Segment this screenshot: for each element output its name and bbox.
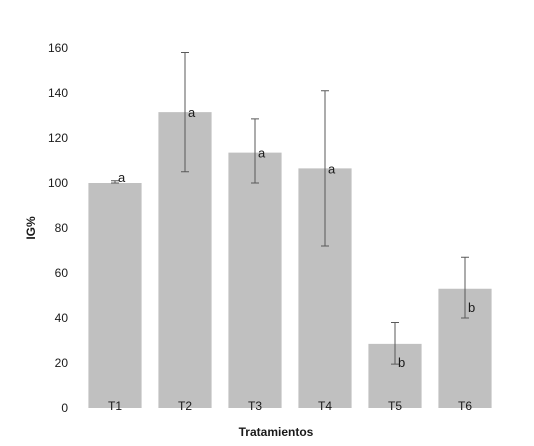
bar-t1 [88, 183, 142, 408]
y-tick-label: 20 [55, 356, 69, 370]
x-tick-label: T2 [178, 399, 192, 413]
significance-letter: a [328, 161, 336, 176]
significance-letter: a [188, 105, 196, 120]
x-tick-label: T5 [388, 399, 402, 413]
y-tick-label: 100 [48, 176, 68, 190]
x-tick-label: T4 [318, 399, 332, 413]
y-tick-label: 60 [55, 266, 69, 280]
significance-letter: b [468, 300, 475, 315]
significance-letter: a [118, 170, 126, 185]
bar-t3 [228, 152, 282, 408]
x-tick-label: T1 [108, 399, 122, 413]
x-axis-title: Tratamientos [239, 425, 314, 439]
significance-letter: b [398, 355, 405, 370]
x-axis-ticks: T1 T2 T3 T4 T5 T6 [108, 399, 472, 413]
y-tick-label: 140 [48, 86, 68, 100]
error-bars [111, 52, 469, 365]
significance-letter: a [258, 146, 266, 161]
y-tick-label: 160 [48, 41, 68, 55]
y-tick-label: 80 [55, 221, 69, 235]
y-tick-label: 0 [61, 401, 68, 415]
bars [88, 112, 492, 408]
y-axis-title: IG% [24, 216, 38, 240]
y-axis-ticks: 0 20 40 60 80 100 120 140 160 [48, 41, 68, 415]
y-tick-label: 40 [55, 311, 69, 325]
y-tick-label: 120 [48, 131, 68, 145]
x-tick-label: T3 [248, 399, 262, 413]
significance-letters: a a a a b b [118, 105, 475, 370]
x-tick-label: T6 [458, 399, 472, 413]
